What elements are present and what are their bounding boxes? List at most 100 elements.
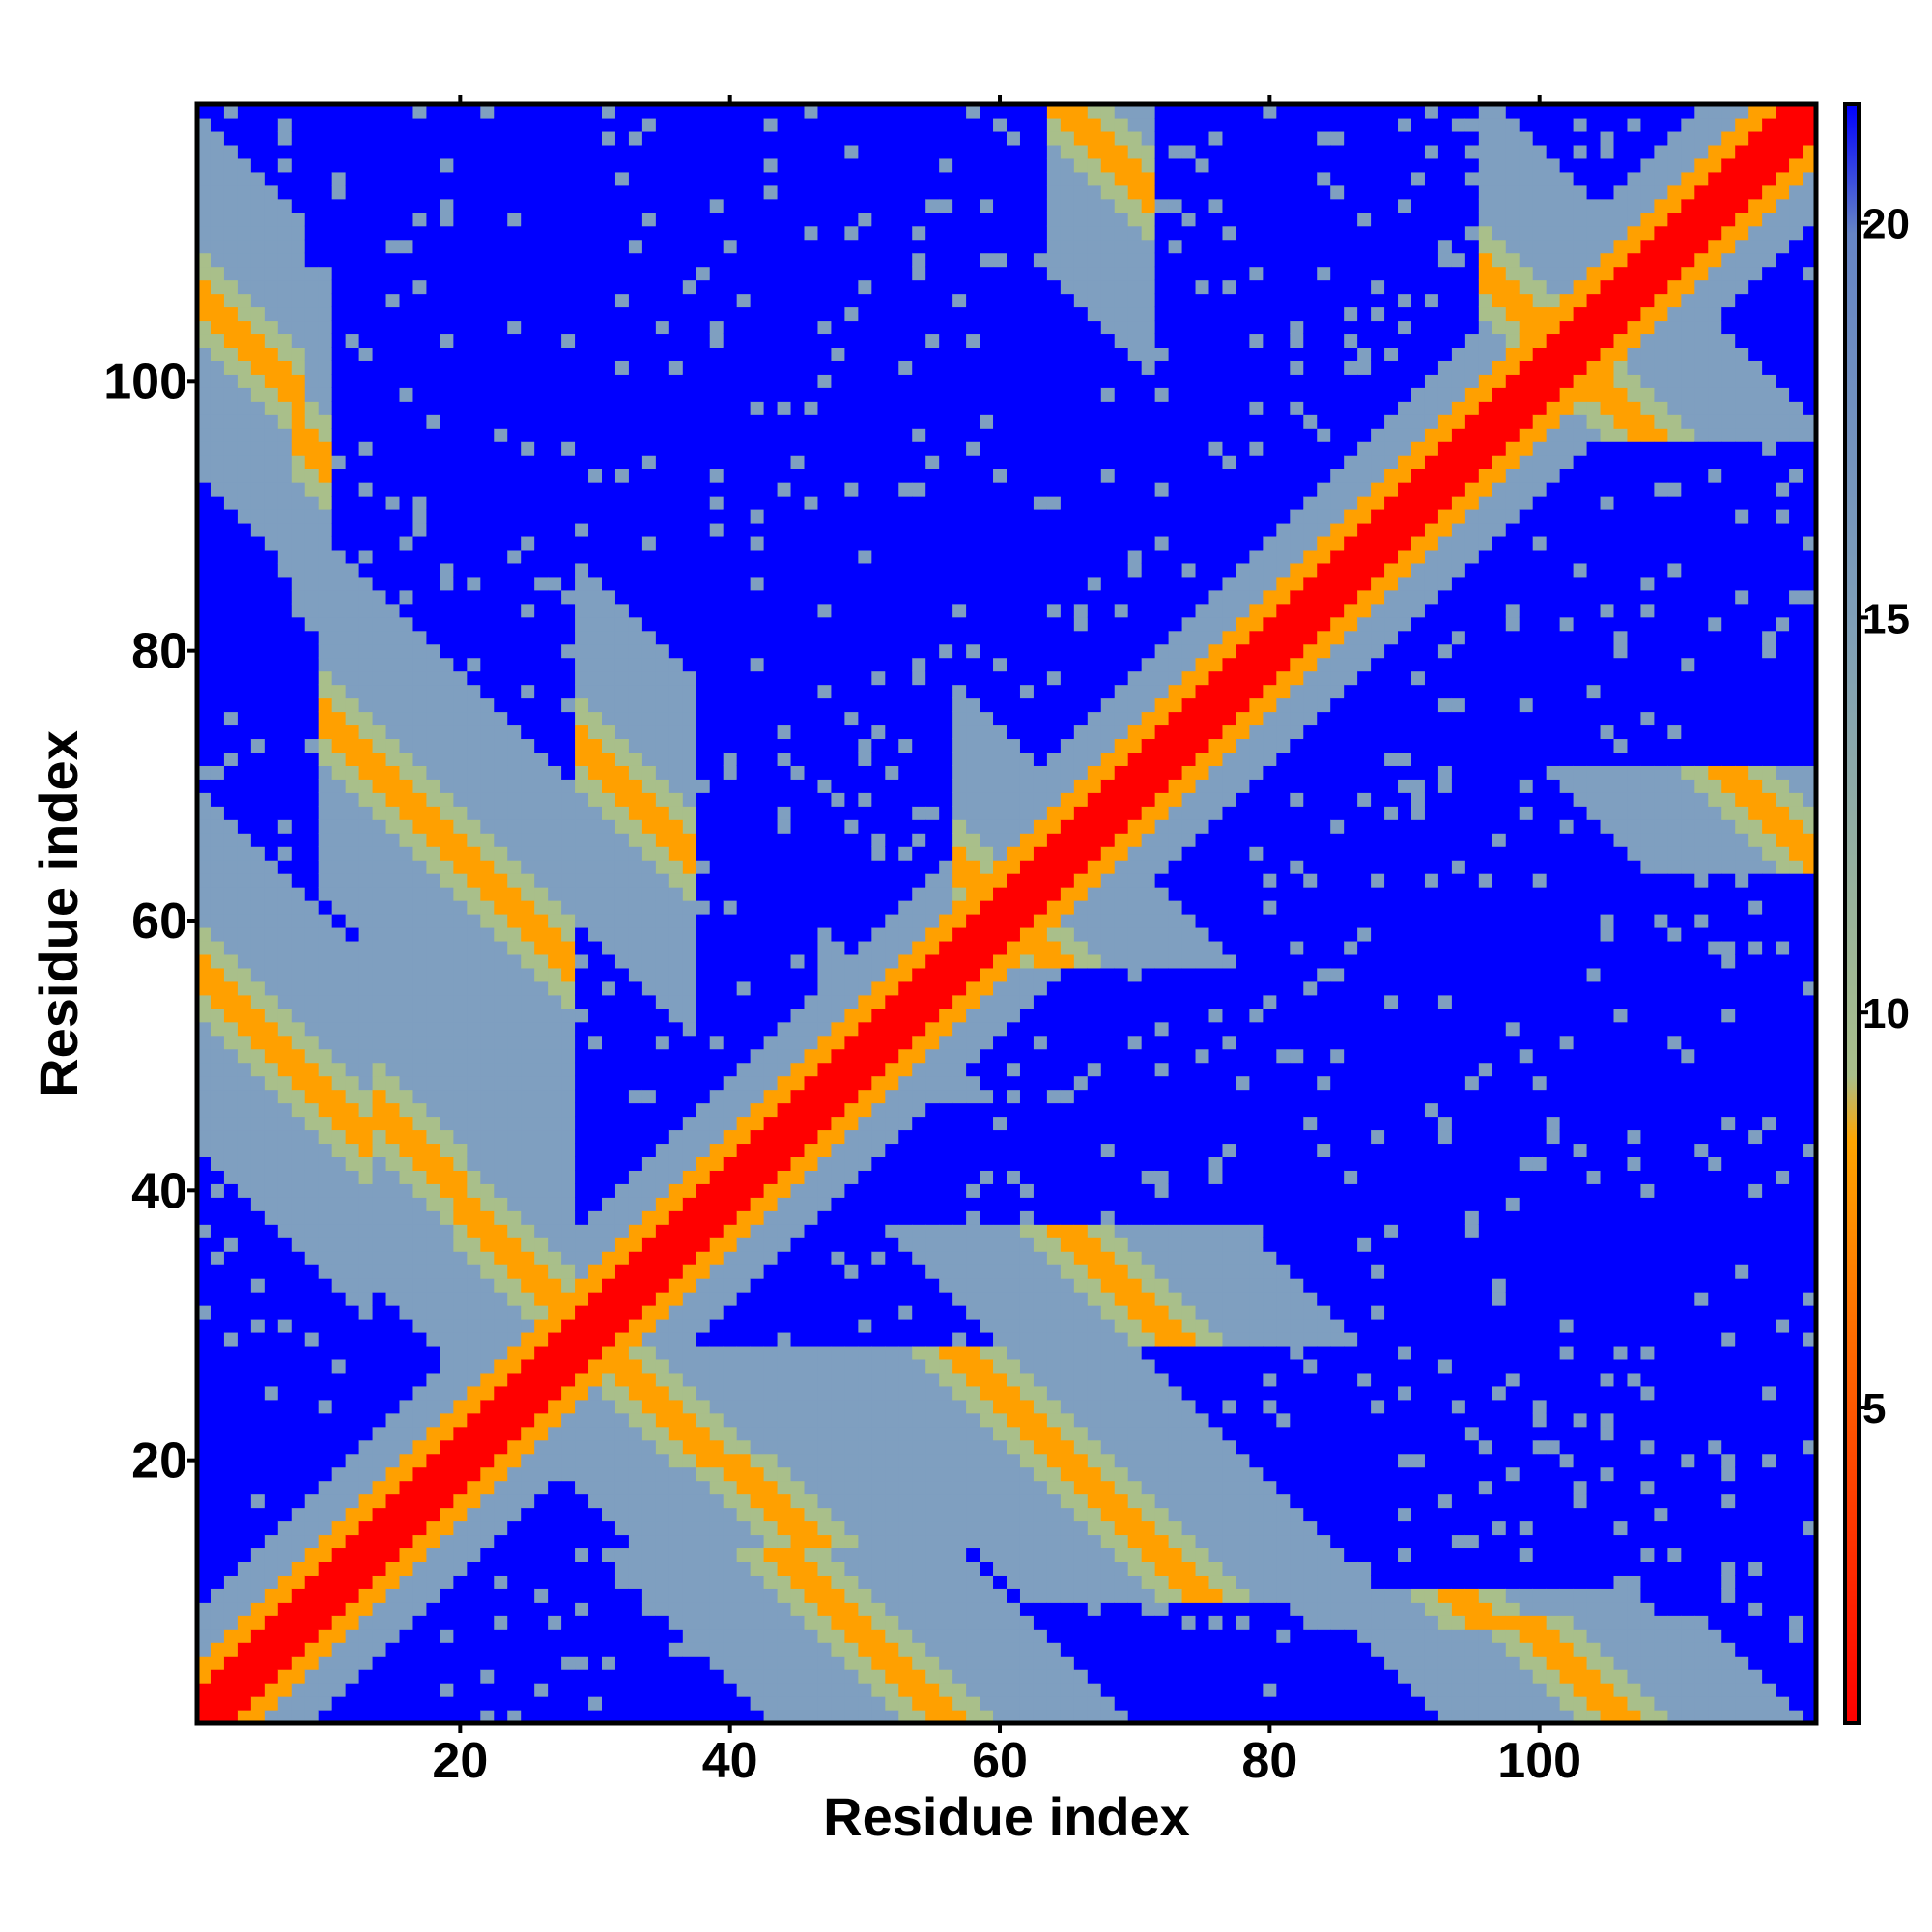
heatmap-cell [426, 603, 440, 618]
heatmap-cell [588, 1453, 603, 1468]
heatmap-cell [223, 860, 239, 874]
heatmap-cell [358, 1170, 374, 1184]
heatmap-cell [453, 374, 468, 388]
heatmap-cell [237, 212, 252, 227]
heatmap-cell [723, 212, 738, 227]
heatmap-cell [696, 266, 711, 281]
heatmap-cell [696, 1264, 711, 1279]
heatmap-cell [331, 752, 347, 766]
heatmap-cell [548, 1575, 562, 1589]
heatmap-cell [250, 765, 266, 780]
heatmap-cell [614, 1345, 630, 1360]
heatmap-cell [494, 1143, 508, 1157]
heatmap-cell [723, 1129, 738, 1145]
heatmap-cell [736, 509, 752, 524]
heatmap-cell [548, 1062, 562, 1077]
heatmap-cell [628, 117, 643, 132]
heatmap-cell [372, 1642, 387, 1657]
heatmap-cell [588, 1331, 603, 1347]
heatmap-cell [736, 765, 752, 780]
heatmap-cell [655, 1642, 670, 1657]
heatmap-cell [494, 873, 508, 888]
heatmap-cell [696, 1548, 711, 1562]
heatmap-cell [210, 157, 225, 173]
heatmap-cell [588, 198, 603, 213]
heatmap-cell [277, 1102, 293, 1118]
heatmap-cell [412, 1520, 428, 1536]
heatmap-cell [399, 455, 414, 469]
heatmap-cell [602, 549, 616, 564]
heatmap-cell [291, 1143, 306, 1157]
heatmap-cell [696, 333, 711, 348]
heatmap-cell [345, 185, 360, 200]
heatmap-cell [507, 1656, 522, 1670]
heatmap-cell [723, 1575, 738, 1589]
heatmap-cell [561, 1588, 576, 1603]
heatmap-cell [588, 1358, 603, 1374]
heatmap-cell [668, 1372, 684, 1387]
heatmap-cell [467, 752, 481, 766]
heatmap-cell [750, 1385, 765, 1401]
heatmap-cell [723, 1642, 738, 1657]
heatmap-cell [548, 846, 562, 861]
heatmap-cell [723, 994, 738, 1009]
heatmap-cell [345, 1642, 360, 1657]
heatmap-cell [641, 562, 657, 578]
heatmap-cell [641, 522, 657, 537]
heatmap-cell [682, 347, 697, 361]
heatmap-cell [628, 860, 643, 874]
heatmap-cell [223, 1520, 239, 1536]
heatmap-cell [602, 1358, 616, 1374]
heatmap-cell [696, 171, 711, 186]
heatmap-cell [736, 171, 752, 186]
heatmap-cell [723, 1358, 738, 1374]
heatmap-cell [345, 1520, 360, 1536]
heatmap-cell [426, 1520, 440, 1536]
heatmap-cell [696, 157, 711, 173]
heatmap-cell [197, 306, 212, 322]
heatmap-cell [588, 1143, 603, 1157]
heatmap-cell [602, 1156, 616, 1171]
heatmap-cell [480, 1089, 495, 1104]
heatmap-cell [331, 1439, 347, 1455]
heatmap-cell [655, 225, 670, 241]
heatmap-cell [385, 738, 401, 753]
heatmap-cell [575, 980, 589, 996]
heatmap-cell [480, 157, 495, 173]
heatmap-cell [467, 1683, 481, 1697]
heatmap-cell [696, 994, 711, 1009]
heatmap-cell [426, 1453, 440, 1468]
heatmap-cell [412, 1116, 428, 1131]
heatmap-cell [331, 1372, 347, 1387]
heatmap-cell [507, 1385, 522, 1401]
heatmap-cell [628, 1588, 643, 1603]
heatmap-cell [264, 171, 279, 186]
heatmap-cell [453, 1480, 468, 1495]
heatmap-cell [507, 1372, 522, 1387]
heatmap-cell [736, 589, 752, 605]
heatmap-cell [709, 926, 724, 942]
heatmap-cell [723, 914, 738, 928]
heatmap-cell [588, 1426, 603, 1441]
heatmap-cell [682, 1696, 697, 1711]
heatmap-cell [304, 1642, 320, 1657]
heatmap-cell [264, 873, 279, 888]
heatmap-cell [291, 306, 306, 322]
heatmap-cell [264, 157, 279, 173]
heatmap-cell [453, 455, 468, 469]
heatmap-cell [467, 509, 481, 524]
heatmap-cell [561, 967, 576, 982]
heatmap-cell [736, 1331, 752, 1347]
heatmap-cell [602, 724, 616, 740]
heatmap-cell [467, 711, 481, 726]
heatmap-cell [521, 279, 535, 295]
heatmap-cell [453, 225, 468, 241]
heatmap-cell [277, 374, 293, 388]
heatmap-cell [453, 1453, 468, 1468]
heatmap-cell [521, 171, 535, 186]
heatmap-cell [521, 792, 535, 807]
heatmap-cell [628, 225, 643, 241]
heatmap-cell [467, 320, 481, 335]
heatmap-cell [614, 711, 630, 726]
heatmap-cell [507, 198, 522, 213]
